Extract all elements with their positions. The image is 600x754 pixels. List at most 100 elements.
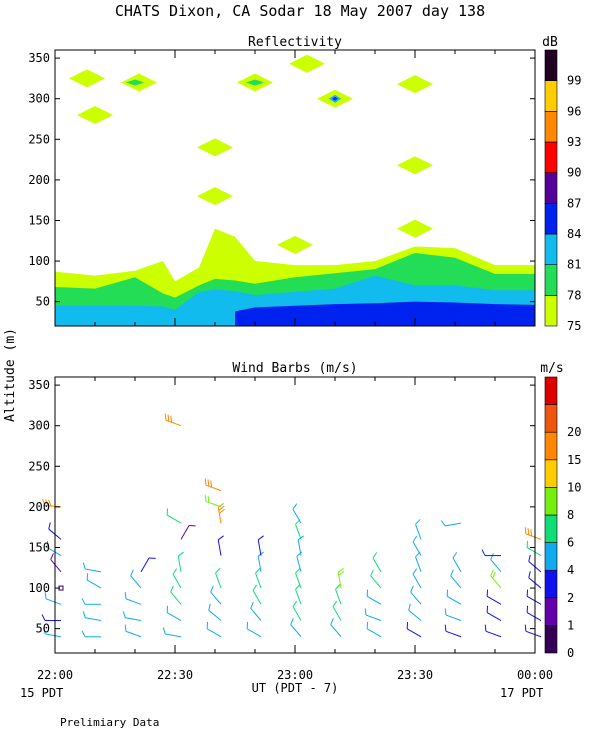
barb-feather [292, 503, 298, 510]
barb-shaft [410, 591, 422, 605]
x-axis-label: UT (PDT - 7) [252, 681, 339, 695]
reflectivity-patch [289, 54, 325, 73]
wind-colorbar: 0 1 2 4 6 8 10 15 20 [544, 376, 581, 660]
barb-feather [82, 611, 86, 618]
barb-feather [82, 562, 86, 570]
reflectivity-colorbar-swatch [544, 295, 558, 327]
barb-feather [415, 519, 421, 525]
barb-feather [490, 553, 494, 560]
barb-shaft [415, 556, 422, 572]
barb-feather [170, 585, 174, 593]
y-tick-label: 200 [28, 173, 50, 187]
x-tick-label: 23:00 [277, 668, 313, 682]
wind-barb [526, 589, 542, 605]
reflectivity-colorbar-swatch [544, 203, 558, 235]
wind-colorbar-label: 15 [567, 453, 581, 467]
barb-feather [50, 553, 54, 560]
wind-barb [86, 573, 102, 589]
wind-barb [335, 584, 342, 605]
reflectivity-colorbar-label: 84 [567, 227, 581, 241]
wind-barb [255, 567, 262, 589]
barb-shaft [125, 617, 142, 622]
wind-colorbar-swatch [544, 514, 558, 543]
barb-feather [406, 622, 409, 629]
barb-shaft [450, 575, 462, 589]
barb-shaft [86, 579, 102, 589]
barb-shaft [445, 522, 462, 527]
barb-feather [296, 551, 303, 557]
wind-barb [372, 552, 382, 573]
wind-barb [206, 622, 222, 638]
wind-barb [204, 494, 222, 508]
barb-shaft [296, 556, 302, 572]
reflectivity-patch [197, 187, 233, 206]
wind-barb [452, 552, 462, 573]
barb-shaft [215, 572, 222, 589]
barb-shaft [257, 555, 262, 572]
barb-shaft [180, 525, 190, 540]
barb-shaft [177, 555, 182, 572]
barb-shaft [408, 609, 422, 621]
barb-shaft [257, 539, 262, 556]
wind-colorbar-label: 10 [567, 480, 581, 494]
reflectivity-layer-84 [235, 301, 535, 326]
barb-shaft [165, 419, 182, 427]
wind-barb [366, 622, 382, 638]
x-tick-label: 23:30 [397, 668, 433, 682]
wind-barb [290, 618, 302, 638]
wind-barb [41, 614, 61, 622]
wind-barb [366, 589, 382, 605]
barb-feather [86, 573, 89, 581]
wind-barb [412, 535, 422, 556]
reflectivity-colorbar-label: 99 [567, 74, 581, 88]
barb-feather [210, 585, 214, 593]
wind-colorbar-swatch [544, 376, 558, 405]
barb-shaft [292, 606, 302, 621]
wind-barb [217, 535, 224, 556]
barb-shaft [125, 598, 142, 605]
barb-shaft [166, 514, 182, 524]
barb-shaft [170, 591, 182, 605]
barb-shaft [292, 509, 302, 524]
wind-barb [486, 589, 502, 605]
wind-barb [524, 527, 542, 540]
wind-barb [122, 611, 142, 622]
barb-feather [330, 618, 334, 625]
barb-shaft [208, 609, 222, 621]
barb-shaft [210, 591, 222, 605]
barb-shaft [50, 559, 62, 573]
wind-barb [408, 603, 422, 621]
barb-shaft [525, 533, 542, 540]
barb-feather [528, 571, 531, 578]
barb-shaft [330, 624, 342, 638]
barb-shaft [45, 633, 62, 638]
wind-barb [257, 535, 264, 556]
wind-barb-x-axis [54, 377, 536, 653]
barb-feather [164, 413, 167, 421]
barb-shaft [412, 573, 422, 589]
reflectivity-patch [246, 79, 264, 86]
wind-barb [337, 567, 345, 589]
wind-barb [292, 600, 302, 621]
barb-feather [208, 603, 211, 611]
wind-barb [164, 413, 182, 427]
barb-feather [295, 584, 301, 590]
reflectivity-patch [332, 96, 338, 101]
wind-colorbar-swatch [544, 569, 558, 599]
barb-feather [408, 603, 411, 611]
reflectivity-colorbar-label: 81 [567, 258, 581, 272]
barb-feather [252, 584, 258, 591]
y-axis-label: Altitude (m) [3, 328, 18, 422]
wind-barb [490, 569, 502, 589]
barb-shaft [370, 575, 382, 589]
wind-colorbar-swatch [544, 542, 558, 571]
barb-feather [528, 554, 531, 562]
barb-feather [250, 601, 254, 609]
wind-colorbar-swatch [544, 597, 558, 626]
barb-feather [130, 569, 134, 577]
wind-barb [46, 540, 62, 557]
wind-barbs [41, 413, 542, 638]
barb-feather [290, 618, 294, 625]
